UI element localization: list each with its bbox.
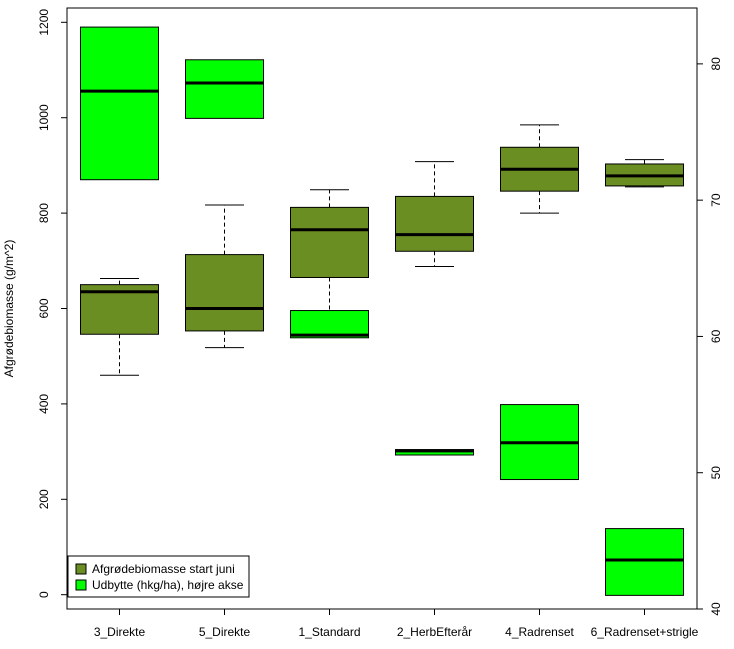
right-tick-label: 50	[709, 466, 723, 480]
left-tick-label: 0	[37, 591, 51, 598]
x-tick-label: 2_HerbEfterår	[397, 625, 472, 639]
box-yield	[80, 26, 159, 181]
box-biomass	[500, 124, 579, 214]
x-tick-label: 6_Radrenset+strigle	[591, 625, 699, 639]
plot-border	[66, 7, 698, 610]
left-axis: 0 200 400 600 800 1000 1200	[37, 9, 67, 598]
box-biomass	[290, 189, 369, 334]
box-yield	[500, 404, 579, 481]
left-tick-label: 1000	[37, 104, 51, 131]
x-tick-label: 5_Direkte	[199, 625, 251, 639]
boxes	[80, 26, 684, 596]
box-yield	[290, 310, 369, 339]
x-axis: 3_Direkte 5_Direkte 1_Standard 2_HerbEfterå…	[94, 609, 699, 639]
left-tick-label: 200	[37, 489, 51, 509]
left-tick-label: 600	[37, 298, 51, 318]
right-tick-label: 40	[709, 602, 723, 616]
x-tick-label: 1_Standard	[298, 625, 360, 639]
box-yield	[395, 449, 474, 456]
left-tick-label: 800	[37, 203, 51, 223]
box-biomass	[605, 159, 684, 188]
right-tick-label: 60	[709, 329, 723, 343]
box-biomass	[185, 204, 264, 349]
box-body	[290, 206, 369, 278]
x-tick-label: 4_Radrenset	[505, 625, 574, 639]
box-body	[605, 528, 684, 596]
legend-label: Afgrødebiomasse start juni	[92, 562, 235, 576]
x-tick-label: 3_Direkte	[94, 625, 146, 639]
box-body	[395, 195, 474, 252]
right-axis: 40 50 60 70 80	[697, 57, 723, 616]
box-yield	[605, 528, 684, 596]
legend-swatch	[75, 563, 87, 575]
right-tick-label: 80	[709, 57, 723, 71]
box-body	[80, 26, 159, 181]
box-body	[290, 310, 369, 339]
legend-box	[67, 555, 250, 598]
plot-frame	[66, 7, 698, 610]
box-biomass	[395, 161, 474, 268]
box-body	[185, 254, 264, 332]
right-tick-label: 70	[709, 193, 723, 207]
box-body	[185, 59, 264, 119]
left-tick-label: 400	[37, 394, 51, 414]
box-biomass	[80, 277, 159, 376]
legend-swatch	[75, 579, 87, 591]
legend-label: Udbytte (hkg/ha), højre akse	[92, 578, 244, 592]
box-yield	[185, 59, 264, 119]
y-axis-title: Afgrødebiomasse (g/m^2)	[2, 240, 16, 378]
left-tick-label: 1200	[37, 9, 51, 36]
legend: Afgrødebiomasse start juni Udbytte (hkg/h…	[67, 555, 250, 598]
